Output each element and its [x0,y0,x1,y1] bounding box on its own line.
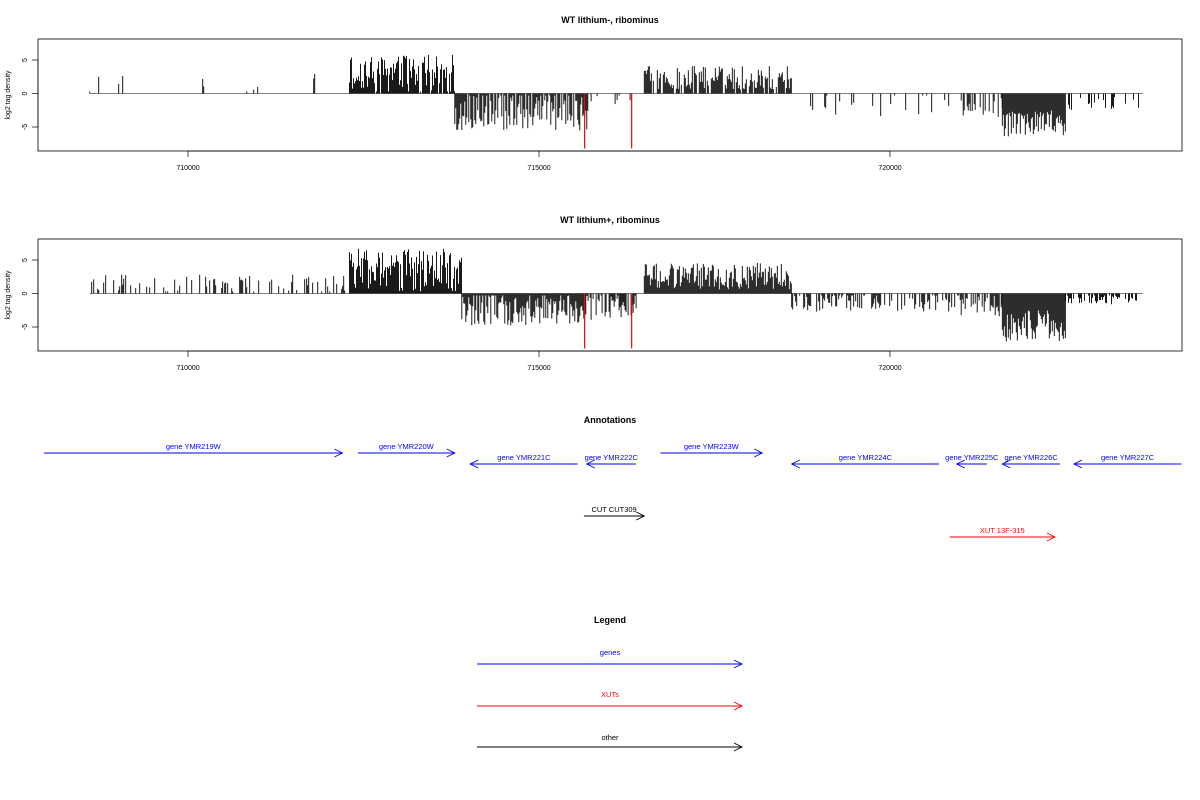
legend-item-other: other [477,733,744,752]
legend-label: other [601,733,619,742]
arrowhead-icon [733,701,744,711]
y-tick-label: -5 [22,124,29,130]
feature-gene-ymr225c: gene YMR225C [945,453,999,469]
panel-title: WT lithium+, ribominus [560,215,660,225]
arrowhead-icon [1046,532,1056,542]
arrowhead-icon [790,459,800,469]
x-tick-label: 715000 [527,365,550,372]
feature-gene-ymr219w: gene YMR219W [44,442,344,458]
y-tick-5: 5 [22,258,38,262]
panel-title: WT lithium-, ribominus [561,15,659,25]
x-axis: 710000 715000 720000 [176,150,902,172]
legend-label: XUTs [601,690,619,699]
arrowhead-icon [1001,459,1011,469]
feature-xut-13f-315: XUT 13F-315 [949,526,1056,542]
x-tick-720000: 720000 [878,151,902,172]
x-tick-715000: 715000 [527,351,551,372]
feature-gene-ymr227c: gene YMR227C [1072,453,1182,469]
x-tick-720000: 720000 [878,351,902,372]
y-axis-label: log2 tag density [5,270,12,320]
y-tick-label: -5 [22,324,29,330]
signal-bars [89,248,1143,349]
feature-label: gene YMR227C [1101,453,1155,462]
feature-gene-ymr223w: gene YMR223W [660,442,764,458]
x-tick-label: 715000 [527,165,550,172]
annotations-track: Annotations gene YMR219W gene YMR220Wgene… [44,415,1182,542]
y-axis: 5 0 -5 [22,58,39,130]
feature-label: gene YMR224C [839,453,893,462]
y-tick-5: 5 [22,58,38,62]
legend: Legend genes XUTs other [477,615,744,752]
y-tick-neg5: -5 [22,324,38,330]
feature-label: gene YMR221C [497,453,551,462]
arrowhead-icon [334,448,344,458]
y-tick-neg5: -5 [22,124,38,130]
feature-label: CUT CUT309 [591,505,636,514]
feature-gene-ymr226c: gene YMR226C [1001,453,1060,469]
feature-label: XUT 13F-315 [980,526,1025,535]
y-tick-0: 0 [22,291,38,295]
arrowhead-icon [585,459,595,469]
feature-label: gene YMR219W [166,442,222,451]
y-tick-label: 0 [22,91,29,95]
x-tick-715000: 715000 [527,151,551,172]
y-tick-0: 0 [22,91,38,95]
x-tick-label: 710000 [176,165,199,172]
legend-item-genes: genes [477,648,744,669]
arrowhead-icon [754,448,764,458]
feature-gene-ymr224c: gene YMR224C [790,453,940,469]
y-tick-label: 0 [22,291,29,295]
arrowhead-icon [733,659,744,669]
legend-item-xuts: XUTs [477,690,744,711]
feature-label: gene YMR222C [585,453,639,462]
arrowhead-icon [469,459,479,469]
panel-lithium-minus: WT lithium-, ribominus log2 tag density … [5,15,1183,172]
feature-label: gene YMR225C [945,453,999,462]
arrowhead-icon [733,742,744,752]
x-axis: 710000 715000 720000 [176,350,902,372]
arrowhead-icon [636,511,646,521]
x-tick-710000: 710000 [176,351,200,372]
y-axis-label: log2 tag density [5,70,12,120]
annotations-title: Annotations [584,415,637,425]
signal-bars [89,54,1143,149]
feature-list: gene YMR219W gene YMR220W gene YMR221C gene… [44,442,1182,542]
x-tick-label: 720000 [878,365,901,372]
y-tick-label: 5 [22,258,29,262]
arrowhead-icon [955,459,965,469]
legend-label: genes [600,648,621,657]
legend-title: Legend [594,615,626,625]
y-tick-label: 5 [22,58,29,62]
feature-label: gene YMR226C [1004,453,1058,462]
y-axis: 5 0 -5 [22,258,39,330]
feature-label: gene YMR220W [379,442,435,451]
feature-gene-ymr221c: gene YMR221C [469,453,578,469]
arrowhead-icon [446,448,456,458]
panel-lithium-plus: WT lithium+, ribominus log2 tag density … [5,215,1183,372]
feature-cut-cut309: CUT CUT309 [583,505,646,521]
arrowhead-icon [1072,459,1083,469]
x-tick-label: 720000 [878,165,901,172]
feature-gene-ymr222c: gene YMR222C [585,453,639,469]
feature-label: gene YMR223W [684,442,740,451]
feature-gene-ymr220w: gene YMR220W [357,442,456,458]
x-tick-label: 710000 [176,365,199,372]
x-tick-710000: 710000 [176,151,200,172]
